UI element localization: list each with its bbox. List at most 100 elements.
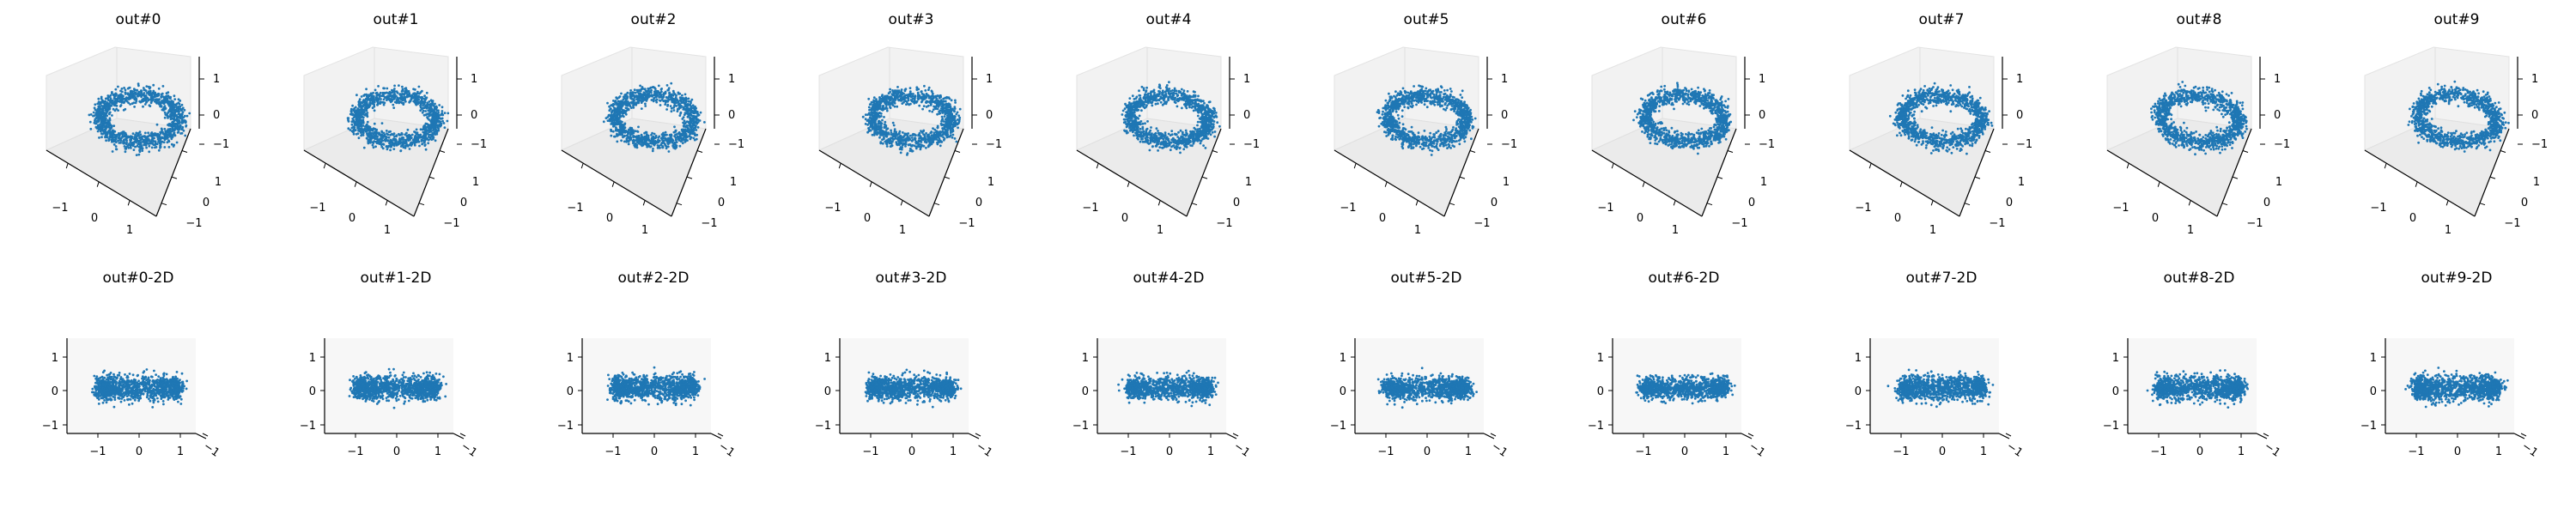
data-point (900, 137, 902, 140)
data-point (89, 121, 92, 124)
data-point (619, 95, 622, 98)
data-point (424, 105, 427, 107)
data-point (866, 124, 869, 126)
data-point (867, 98, 870, 100)
data-point (866, 131, 869, 134)
data-point (874, 126, 877, 129)
data-point (868, 122, 871, 124)
data-point (185, 122, 187, 124)
data-point (665, 91, 667, 94)
data-point (125, 91, 127, 94)
data-point (374, 89, 377, 92)
data-point (114, 88, 117, 91)
data-point (635, 98, 638, 100)
data-point (149, 94, 151, 96)
data-point (681, 129, 683, 131)
data-point (683, 131, 686, 134)
data-point (957, 122, 960, 124)
data-point (647, 90, 649, 93)
x-tick-mark (97, 182, 99, 187)
data-point (632, 136, 635, 138)
z-tick-label: 1 (986, 73, 993, 86)
data-point (933, 100, 936, 103)
data-point (627, 92, 629, 94)
data-point (116, 135, 118, 137)
data-point (389, 134, 392, 136)
data-point (131, 142, 133, 145)
data-point (610, 135, 612, 137)
data-point (438, 104, 440, 106)
data-point (128, 142, 131, 145)
data-point (141, 149, 143, 152)
data-point (665, 134, 668, 136)
data-point (380, 146, 383, 148)
data-point (404, 145, 407, 148)
data-point (937, 108, 939, 111)
data-point (940, 124, 943, 126)
data-point (921, 93, 924, 95)
data-point (381, 131, 384, 134)
data-point (896, 89, 898, 92)
data-point (132, 132, 135, 135)
data-point (902, 131, 904, 134)
data-point (877, 113, 879, 116)
data-point (93, 114, 95, 117)
data-point (959, 108, 962, 111)
data-point (920, 144, 923, 147)
data-point (608, 106, 611, 108)
data-point (357, 128, 360, 130)
data-point (173, 103, 175, 106)
data-point (890, 131, 893, 134)
data-point (367, 112, 369, 114)
data-point (351, 105, 354, 107)
data-point (117, 109, 119, 112)
data-point (415, 100, 417, 103)
data-point (167, 115, 169, 118)
data-point (911, 136, 914, 139)
data-point (104, 136, 106, 139)
data-point (912, 95, 914, 98)
data-point (359, 98, 361, 100)
data-point (164, 112, 167, 114)
data-point (882, 98, 884, 100)
data-point (696, 116, 698, 118)
data-point (627, 108, 629, 111)
data-point (167, 129, 170, 131)
data-point (363, 111, 366, 113)
data-point (620, 126, 623, 129)
data-point (133, 93, 136, 95)
data-point (939, 144, 942, 147)
z-tick-label: −1 (728, 138, 744, 151)
y-tick-label: 0 (203, 197, 210, 209)
data-point (888, 98, 890, 100)
data-point (131, 94, 133, 97)
data-point (1157, 130, 1159, 132)
data-point (361, 121, 364, 124)
data-point (661, 146, 664, 148)
data-point (164, 134, 167, 136)
data-point (924, 89, 927, 92)
data-point (943, 120, 945, 123)
data-point (169, 105, 172, 107)
data-point (869, 114, 872, 117)
data-point (876, 107, 878, 110)
data-point (682, 97, 684, 100)
data-point (679, 145, 682, 148)
data-point (875, 118, 878, 120)
data-point (188, 112, 191, 115)
data-point (437, 127, 440, 130)
data-point (660, 88, 663, 91)
data-point (360, 135, 362, 137)
data-point (675, 105, 677, 107)
data-point (926, 141, 928, 143)
data-point (361, 95, 363, 98)
data-point (423, 144, 426, 147)
data-point (681, 137, 683, 140)
data-point (157, 137, 160, 140)
data-point (402, 88, 404, 91)
data-point (893, 124, 896, 127)
data-point (115, 93, 118, 95)
data-point (172, 121, 174, 124)
data-point (687, 112, 690, 115)
